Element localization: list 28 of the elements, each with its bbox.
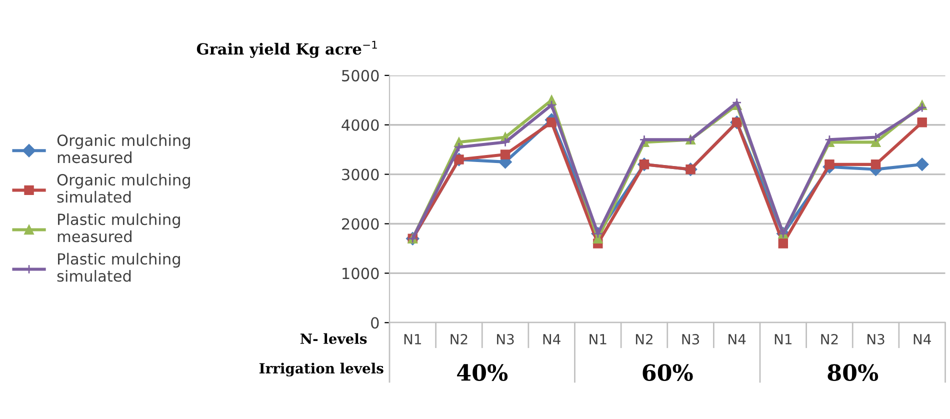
text: 40% <box>457 364 508 381</box>
x-tick-label: N3 <box>497 334 514 344</box>
x-axis-title: N- levels <box>300 333 367 344</box>
x-tick-label: N3 <box>682 334 700 344</box>
legend-label: Organic mulching measured <box>57 134 190 164</box>
text: 80% <box>828 364 878 381</box>
y-tick-label: 0 <box>371 317 379 329</box>
y-tick-label: 4000 <box>342 119 379 131</box>
y-tick-label: 5000 <box>342 70 379 82</box>
y-tick-label: 3000 <box>342 168 379 180</box>
legend-label: Plastic mulching simulated <box>57 252 180 282</box>
x-tick-label: N4 <box>914 334 931 344</box>
x-tick-label: N2 <box>450 334 468 344</box>
x-tick-label: N1 <box>590 334 606 344</box>
legend-label: Plastic mulching measured <box>58 213 180 242</box>
y-axis-title: Grain yield Kg acre$^{−1}$ <box>196 40 377 58</box>
x-tick-label: N4 <box>543 334 560 344</box>
legend-label: Organic mulching simulated <box>57 174 190 203</box>
x-tick-label: N2 <box>636 334 652 344</box>
x-tick-label: N3 <box>868 334 884 344</box>
x-tick-label: N2 <box>821 334 838 344</box>
x-tick-label: N1 <box>404 334 421 344</box>
y-tick-label: 2000 <box>342 218 379 230</box>
text: Irrigation levels <box>259 362 384 376</box>
text: 60% <box>642 364 693 381</box>
x-tick-label: N1 <box>774 334 792 344</box>
x-tick-label: N4 <box>728 334 746 344</box>
y-tick-label: 1000 <box>342 268 379 280</box>
